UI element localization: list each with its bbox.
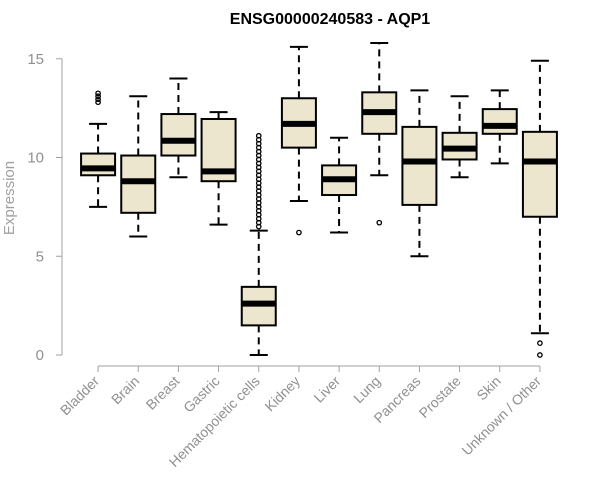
- box-group: [200, 111, 237, 226]
- x-tick-label: Bladder: [57, 373, 103, 419]
- box-group: [361, 41, 398, 226]
- x-tick-label: Kidney: [261, 373, 303, 415]
- y-tick-label: 0: [36, 347, 44, 364]
- y-tick-label: 10: [27, 150, 44, 167]
- x-tick-label: Brain: [108, 373, 142, 407]
- outlier-point: [537, 352, 543, 358]
- x-tick-label: Lung: [350, 373, 383, 406]
- outlier-point: [95, 99, 101, 106]
- y-axis-label: Expression: [1, 161, 18, 235]
- box-group: [240, 132, 277, 356]
- box-group: [80, 90, 117, 208]
- box-group: [401, 89, 438, 258]
- chart-title: ENSG00000240583 - AQP1: [230, 11, 431, 28]
- box-group: [280, 45, 317, 236]
- iqr-box: [80, 152, 117, 177]
- box-group: [521, 59, 558, 358]
- box-group: [160, 77, 197, 179]
- iqr-box: [401, 125, 438, 206]
- outlier-point: [255, 132, 262, 139]
- y-tick-label: 15: [27, 51, 44, 68]
- outlier-point: [95, 90, 101, 97]
- outlier-point: [537, 340, 543, 346]
- outlier-point: [95, 96, 101, 103]
- plot-area: [80, 41, 558, 358]
- box-group: [481, 89, 518, 165]
- box-group: [120, 95, 157, 238]
- x-tick-label: Breast: [143, 373, 183, 413]
- y-axis: 0 5 10 15: [27, 51, 63, 364]
- outlier-point: [376, 219, 383, 226]
- box-group: [321, 136, 358, 234]
- y-tick-label: 5: [36, 248, 44, 265]
- x-tick-label: Skin: [473, 373, 504, 404]
- x-tick-label: Prostate: [416, 373, 464, 421]
- outlier-point: [95, 93, 101, 100]
- iqr-box: [521, 130, 558, 218]
- iqr-box: [160, 113, 197, 157]
- iqr-box: [481, 108, 518, 135]
- outlier-point: [296, 229, 302, 236]
- box-group: [441, 95, 478, 179]
- x-tick-label: Liver: [310, 373, 343, 406]
